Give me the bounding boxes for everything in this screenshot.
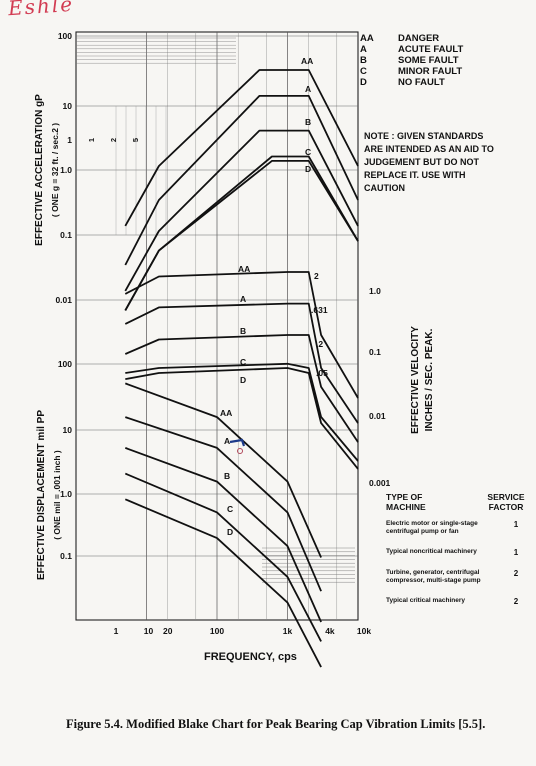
service-factor-table: TYPE OF MACHINE SERVICE FACTOR Electric … [386, 492, 526, 618]
accel-y-tick: 0.01 [55, 295, 72, 305]
severity-legend: AA DANGER A ACUTE FAULT B SOME FAULT C MINOR… [360, 33, 463, 88]
velocity-curve-label: C [240, 357, 246, 367]
disp-curve-c [124, 472, 322, 642]
table-row: Typical critical machinery 2 [386, 597, 519, 606]
x-tick-label: 10k [357, 626, 371, 636]
disp-axis-title: EFFECTIVE DISPLACEMENT mil PP [36, 410, 47, 580]
disp-axis-subtitle: ( ONE mil = .001 inch ) [52, 450, 62, 540]
velocity-axis-title: EFFECTIVE VELOCITY [410, 326, 421, 434]
disp-curve-a [125, 416, 322, 592]
table-row: Turbine, generator, centrifugal compress… [386, 569, 519, 584]
accel-curve-label: C [305, 147, 311, 157]
inner-scale-label: 1 [87, 138, 96, 142]
velocity-curve-d [125, 367, 359, 470]
velocity-y-tick: 0.01 [369, 411, 386, 421]
disp-y-tick: 10 [63, 425, 73, 435]
accel-axis-title: EFFECTIVE ACCELERATION gP [34, 94, 45, 246]
disp-curve-label: A [224, 436, 230, 446]
disp-curve-d [124, 498, 322, 668]
accel-curve-d [124, 159, 359, 311]
velocity-y-tick: 1.0 [369, 286, 381, 296]
accel-y-tick: 0.1 [60, 230, 72, 240]
disp-y-tick: 0.1 [60, 551, 72, 561]
x-tick-label: 100 [210, 626, 224, 636]
velocity-level-label: .05 [316, 368, 328, 378]
velocity-curve-c [125, 362, 359, 462]
table-row: Typical noncritical machinery 1 [386, 548, 519, 557]
accel-curve-label: B [305, 117, 311, 127]
accel-y-tick: 10 [63, 101, 73, 111]
accel-axis-subtitle: ( ONE g = 32 ft. / sec.2 ) [50, 123, 60, 217]
disp-curve-aa [124, 382, 322, 558]
accel-curve-a [124, 95, 359, 266]
legend-row: D NO FAULT [360, 77, 445, 88]
x-tick-label: 1k [283, 626, 293, 636]
x-axis-title: FREQUENCY, cps [204, 651, 297, 663]
handdrawn-dot [237, 448, 243, 454]
x-tick-label: 20 [163, 626, 173, 636]
velocity-level-label: .2 [316, 339, 323, 349]
velocity-curve-aa [124, 271, 359, 399]
accel-y-tick: 1 [67, 135, 72, 145]
velocity-y-tick: 0.1 [369, 347, 381, 357]
table-row: Electric motor or single-stage centrifug… [386, 520, 519, 535]
accel-curve-label: AA [301, 56, 313, 66]
velocity-axis-title-line2: INCHES / SEC. PEAK. [424, 328, 435, 431]
disp-curve-b [124, 447, 322, 623]
disp-y-tick: 1.0 [60, 489, 72, 499]
velocity-curve-b [124, 334, 359, 443]
x-tick-label: 10 [144, 626, 154, 636]
accel-curve-b [124, 129, 359, 292]
x-tick-label: 4k [325, 626, 335, 636]
velocity-level-label: 2 [314, 271, 319, 281]
velocity-curve-label: A [240, 294, 246, 304]
accel-curve-label: A [305, 84, 311, 94]
velocity-curve-label: D [240, 375, 246, 385]
legend-row: B SOME FAULT [360, 55, 459, 66]
velocity-y-tick: 0.001 [369, 478, 391, 488]
legend-row: AA DANGER [360, 33, 440, 44]
x-tick-label: 1 [114, 626, 119, 636]
header-machine: TYPE OF MACHINE [386, 492, 426, 512]
accel-curve-aa [124, 69, 359, 227]
accel-y-tick: 1.0 [60, 165, 72, 175]
table-header: TYPE OF MACHINE SERVICE FACTOR [386, 492, 526, 512]
legend-row: A ACUTE FAULT [360, 44, 464, 55]
legend-row: C MINOR FAULT [360, 66, 463, 77]
accel-curve-c [124, 155, 359, 311]
disp-curve-label: AA [220, 408, 232, 418]
inner-scale-label: 2 [109, 138, 118, 142]
velocity-level-label: .631 [311, 305, 328, 315]
accel-y-tick: 100 [58, 31, 72, 41]
velocity-curve-a [124, 302, 359, 424]
accel-curve-label: D [305, 164, 311, 174]
disp-curve-label: D [227, 527, 233, 537]
header-factor: SERVICE FACTOR [487, 492, 525, 512]
handdrawn-mark [229, 438, 246, 447]
disp-curve-label: C [227, 504, 233, 514]
velocity-curve-label: B [240, 326, 246, 336]
figure-caption: Figure 5.4. Modified Blake Chart for Pea… [66, 717, 486, 731]
inner-scale-label: 5 [131, 138, 140, 142]
disp-curve-label: B [224, 471, 230, 481]
velocity-curve-label: AA [238, 264, 250, 274]
disp-y-tick: 100 [58, 359, 72, 369]
caution-note: NOTE : GIVEN STANDARDS ARE INTENDED AS A… [364, 131, 494, 193]
